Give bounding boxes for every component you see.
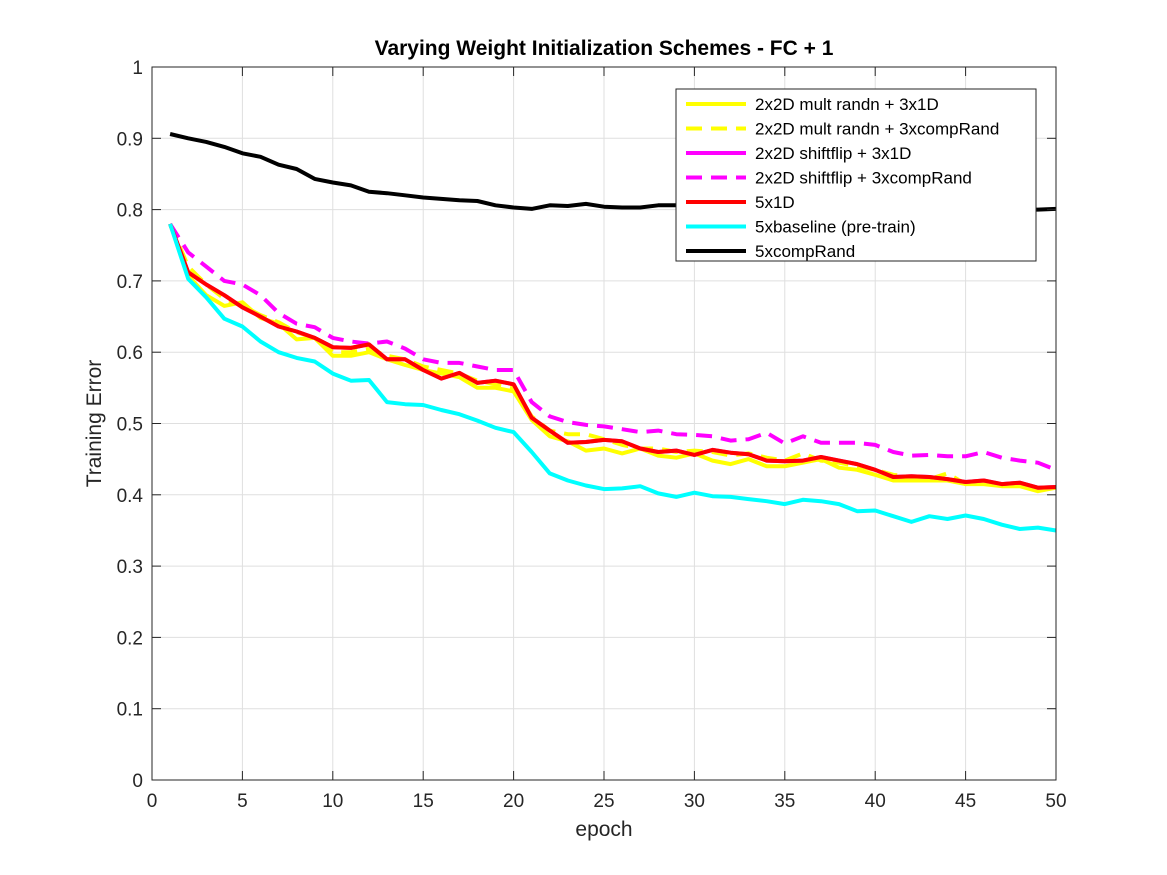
series-line-4 xyxy=(168,223,1057,490)
series-line-5 xyxy=(168,223,1057,533)
x-tick-label: 30 xyxy=(684,791,705,812)
legend-label: 2x2D shiftflip + 3xcompRand xyxy=(755,169,972,188)
series-layer xyxy=(168,132,1057,533)
y-tick-label: 0.5 xyxy=(117,415,143,436)
legend: 2x2D mult randn + 3x1D 2x2D mult randn + … xyxy=(675,88,1037,262)
ticks: 0 5 10 15 20 25 30 35 40 45 50 0 0.1 0.2 0.3 0.4 0.5 0.6 0… xyxy=(117,58,1067,812)
legend-label: 5x1D xyxy=(755,193,795,212)
y-tick-label: 0.1 xyxy=(117,700,143,721)
y-tick-label: 0.2 xyxy=(117,628,143,649)
legend-label: 5xbaseline (pre-train) xyxy=(755,218,916,237)
legend-label: 2x2D mult randn + 3xcompRand xyxy=(755,120,999,139)
y-axis-label: Training Error xyxy=(83,360,106,488)
x-tick-label: 15 xyxy=(413,791,434,812)
chart-title: Varying Weight Initialization Schemes - … xyxy=(375,37,834,60)
y-tick-label: 0.9 xyxy=(117,129,143,150)
x-tick-label: 25 xyxy=(593,791,614,812)
x-tick-label: 20 xyxy=(503,791,524,812)
x-axis-label: epoch xyxy=(575,818,632,841)
x-tick-label: 0 xyxy=(147,791,158,812)
x-tick-label: 5 xyxy=(237,791,248,812)
y-tick-label: 0 xyxy=(132,771,143,792)
legend-label: 2x2D shiftflip + 3x1D xyxy=(755,144,911,163)
legend-label: 2x2D mult randn + 3x1D xyxy=(755,95,939,114)
x-tick-label: 40 xyxy=(865,791,886,812)
y-tick-label: 0.6 xyxy=(117,343,143,364)
y-tick-label: 0.8 xyxy=(117,201,143,222)
series-line-3 xyxy=(168,222,1057,472)
y-tick-label: 1 xyxy=(132,58,143,79)
legend-box xyxy=(675,88,1037,262)
y-tick-label: 0.4 xyxy=(117,486,144,507)
x-tick-label: 45 xyxy=(955,791,976,812)
legend-label: 5xcompRand xyxy=(755,242,855,261)
x-tick-label: 35 xyxy=(774,791,795,812)
y-tick-label: 0.3 xyxy=(117,557,143,578)
x-tick-label: 50 xyxy=(1045,791,1066,812)
y-tick-label: 0.7 xyxy=(117,272,143,293)
x-tick-label: 10 xyxy=(322,791,343,812)
